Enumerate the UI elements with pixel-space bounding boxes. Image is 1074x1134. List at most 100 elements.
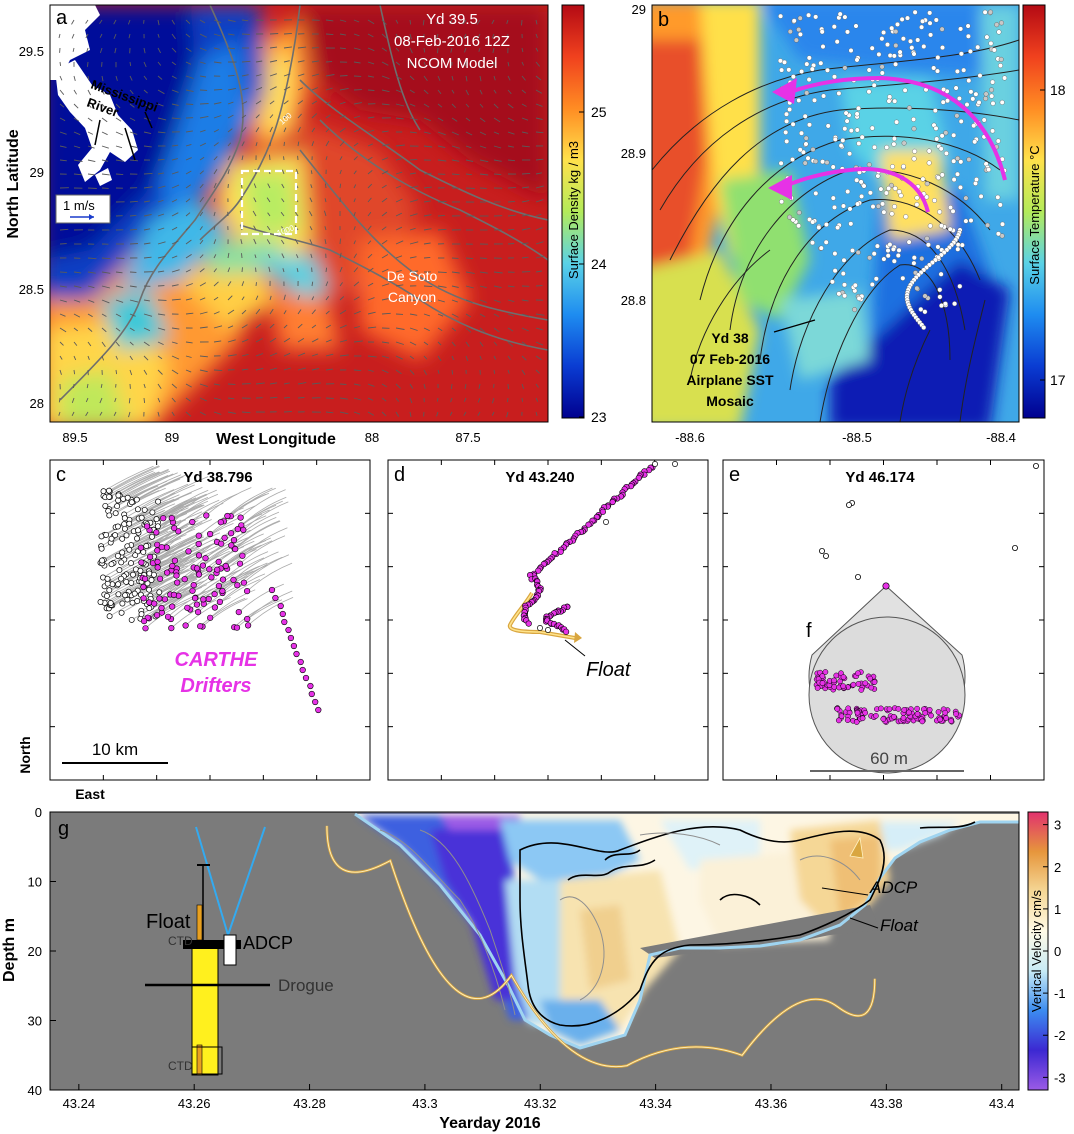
- velocity-vector: [129, 117, 136, 122]
- velocity-vector: [339, 252, 342, 259]
- drifter-tail: [225, 537, 271, 567]
- drifter-dot: [869, 125, 875, 131]
- velocity-vector: [409, 75, 415, 81]
- velocity-vector: [395, 171, 403, 175]
- drifter-dot: [902, 87, 908, 93]
- velocity-vector: [491, 397, 495, 404]
- velocity-vector: [507, 214, 516, 217]
- velocity-vector: [241, 141, 245, 147]
- velocity-vector: [339, 156, 343, 161]
- velocity-vector: [199, 226, 203, 231]
- velocity-vector: [436, 411, 439, 417]
- velocity-vector: [99, 19, 103, 25]
- velocity-vector: [171, 341, 178, 345]
- velocity-vector: [157, 199, 164, 203]
- velocity-vector: [213, 397, 222, 401]
- velocity-vector: [266, 197, 271, 203]
- velocity-vector: [409, 158, 418, 161]
- velocity-vector: [325, 128, 330, 133]
- velocity-vector: [535, 411, 538, 416]
- drifter-dot: [947, 226, 953, 232]
- velocity-vector: [324, 183, 327, 189]
- drifter-dot: [799, 68, 805, 74]
- drifter-tail: [209, 589, 256, 619]
- drifter-dot: [832, 136, 838, 142]
- velocity-vector: [101, 131, 108, 136]
- drifter-dot: [953, 85, 959, 91]
- drifter-marker: [562, 628, 570, 635]
- drifter-dot: [818, 60, 824, 66]
- velocity-vector: [199, 142, 206, 147]
- velocity-vector: [507, 369, 510, 374]
- velocity-vector: [339, 75, 348, 77]
- velocity-vector: [171, 89, 179, 93]
- drifter-marker: [862, 680, 869, 687]
- drifter-dot: [804, 90, 810, 96]
- drifter-dot: [995, 138, 1001, 144]
- velocity-vector: [367, 240, 372, 245]
- velocity-vector: [423, 145, 433, 148]
- velocity-vector: [353, 115, 361, 119]
- velocity-vector: [479, 131, 487, 136]
- velocity-vector: [310, 170, 313, 175]
- velocity-vector: [437, 75, 441, 81]
- velocity-vector: [507, 327, 514, 332]
- zero-velocity-contours: [519, 821, 976, 1027]
- velocity-vector: [465, 341, 470, 347]
- velocity-vector: [157, 270, 165, 273]
- drifter-dot: [856, 295, 862, 301]
- velocity-vector: [73, 145, 81, 149]
- velocity-vector: [73, 271, 82, 274]
- velocity-vector: [129, 89, 134, 95]
- velocity-colorbar-tick: 3: [1054, 818, 1061, 833]
- drifter-dot: [997, 202, 1003, 208]
- velocity-vector: [255, 323, 262, 329]
- velocity-vector: [437, 61, 440, 67]
- drifter-tail: [108, 465, 160, 492]
- velocity-vector: [325, 101, 331, 105]
- drifter-marker: [845, 705, 852, 712]
- velocity-vector: [409, 89, 415, 94]
- velocity-vector: [157, 172, 165, 175]
- velocity-vector: [297, 46, 307, 49]
- drifter-tail: [192, 562, 238, 592]
- drifter-tail: [233, 511, 280, 541]
- drifter-dot: [964, 102, 970, 108]
- drifter-marker: [146, 586, 153, 593]
- drifter-marker: [121, 515, 128, 522]
- drifter-marker: [192, 595, 199, 602]
- velocity-colorbar-tick: 1: [1054, 902, 1061, 917]
- drifter-marker: [935, 709, 942, 715]
- drifter-marker: [862, 709, 869, 716]
- drifter-dot: [894, 119, 900, 125]
- velocity-vector: [451, 299, 458, 303]
- drifter-dot: [793, 37, 799, 43]
- velocity-vector: [535, 103, 543, 107]
- g-ytick-label: 10: [28, 875, 42, 890]
- velocity-vector: [266, 225, 271, 231]
- velocity-vector: [87, 257, 97, 260]
- velocity-vector: [325, 114, 331, 119]
- velocity-vector: [353, 19, 360, 23]
- velocity-vector: [171, 171, 179, 175]
- velocity-vector: [395, 255, 403, 259]
- velocity-vector: [115, 159, 124, 162]
- velocity-vector: [283, 73, 291, 77]
- svg-text:17: 17: [1050, 372, 1066, 388]
- velocity-vector: [465, 355, 469, 361]
- ctd-top: [196, 904, 203, 941]
- velocity-vector: [171, 103, 179, 106]
- velocity-vector: [381, 283, 390, 287]
- velocity-vector: [283, 156, 285, 161]
- velocity-vector: [395, 198, 403, 203]
- drifter-dot: [797, 15, 803, 21]
- panel-a-title-line-2: 08-Feb-2016 12Z: [394, 33, 510, 50]
- drifter-marker: [138, 514, 145, 521]
- velocity-vector: [87, 103, 92, 108]
- drifter-tail: [171, 489, 217, 519]
- velocity-vector: [171, 226, 178, 231]
- velocity-vector: [185, 143, 192, 147]
- drifter-dot: [1002, 75, 1008, 81]
- velocity-vector: [521, 61, 525, 66]
- velocity-vector: [171, 199, 178, 203]
